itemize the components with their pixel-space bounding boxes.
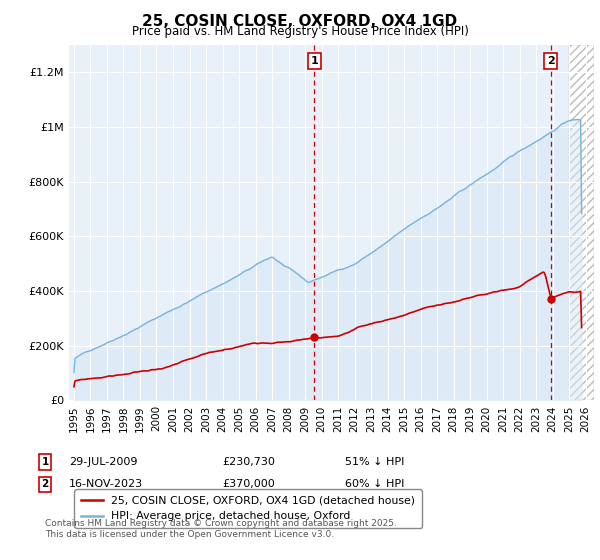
Bar (569, 45, 594, 400)
Text: 2: 2 (41, 479, 49, 489)
Text: 25, COSIN CLOSE, OXFORD, OX4 1GD: 25, COSIN CLOSE, OXFORD, OX4 1GD (142, 14, 458, 29)
Text: £230,730: £230,730 (222, 457, 275, 467)
Text: 60% ↓ HPI: 60% ↓ HPI (345, 479, 404, 489)
Legend: 25, COSIN CLOSE, OXFORD, OX4 1GD (detached house), HPI: Average price, detached : 25, COSIN CLOSE, OXFORD, OX4 1GD (detach… (74, 489, 422, 528)
Text: £370,000: £370,000 (222, 479, 275, 489)
Text: Contains HM Land Registry data © Crown copyright and database right 2025.
This d: Contains HM Land Registry data © Crown c… (45, 520, 397, 539)
Text: 16-NOV-2023: 16-NOV-2023 (69, 479, 143, 489)
Text: 29-JUL-2009: 29-JUL-2009 (69, 457, 137, 467)
Text: 2: 2 (547, 56, 554, 66)
Bar (569, 45, 594, 400)
Text: 1: 1 (311, 56, 319, 66)
Text: 51% ↓ HPI: 51% ↓ HPI (345, 457, 404, 467)
Text: 1: 1 (41, 457, 49, 467)
Text: Price paid vs. HM Land Registry's House Price Index (HPI): Price paid vs. HM Land Registry's House … (131, 25, 469, 38)
